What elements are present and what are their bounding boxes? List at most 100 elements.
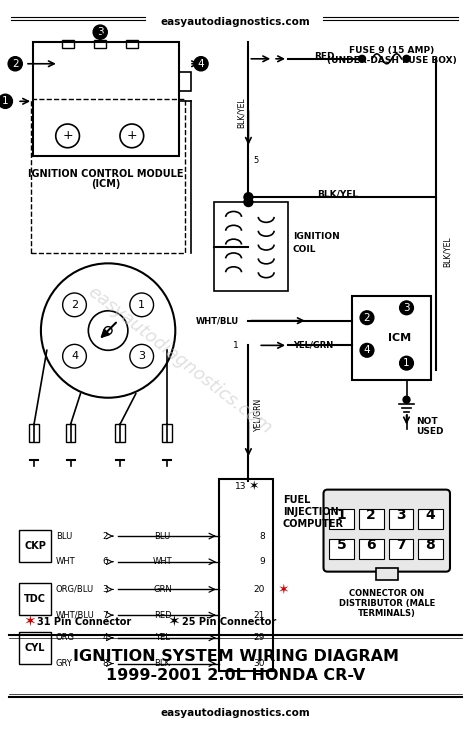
Bar: [352, 296, 431, 380]
Text: 8: 8: [425, 538, 435, 552]
Bar: [359, 509, 384, 529]
Bar: [389, 509, 413, 529]
Bar: [389, 539, 413, 559]
Text: 7: 7: [102, 611, 108, 620]
Text: WHT/BLU: WHT/BLU: [195, 316, 238, 325]
Text: 1: 1: [233, 341, 238, 350]
Bar: [29, 424, 39, 442]
Text: YEL/GRN: YEL/GRN: [254, 398, 262, 431]
Bar: [33, 42, 179, 155]
Text: 4: 4: [71, 351, 78, 361]
Text: ORG: ORG: [56, 633, 75, 642]
Text: 2: 2: [102, 532, 108, 541]
Text: BLU: BLU: [56, 532, 72, 541]
Text: 2: 2: [12, 59, 18, 69]
Text: 31 Pin Connector: 31 Pin Connector: [37, 617, 131, 627]
Circle shape: [244, 193, 253, 201]
Text: 5: 5: [254, 156, 259, 165]
Bar: [329, 509, 354, 529]
Text: TDC: TDC: [24, 594, 46, 605]
Text: RED: RED: [154, 611, 171, 620]
Text: easyautodiagnostics.com: easyautodiagnostics.com: [161, 708, 310, 718]
Text: 30: 30: [254, 659, 265, 668]
Text: 5: 5: [337, 538, 346, 552]
Text: 2: 2: [364, 312, 370, 323]
Text: IGNITION: IGNITION: [293, 232, 340, 241]
Bar: [19, 584, 51, 615]
Text: 6: 6: [102, 557, 108, 566]
FancyBboxPatch shape: [324, 490, 450, 572]
Text: BLK/YEL: BLK/YEL: [443, 236, 452, 267]
Text: TERMINALS): TERMINALS): [358, 609, 416, 618]
Text: ICM: ICM: [388, 333, 411, 343]
Text: BLK: BLK: [155, 659, 171, 668]
Bar: [19, 632, 51, 664]
Text: +: +: [62, 129, 73, 143]
Bar: [376, 568, 398, 580]
Text: easyautodiagnostics.com: easyautodiagnostics.com: [161, 17, 310, 27]
Text: 25 Pin Connector: 25 Pin Connector: [182, 617, 276, 627]
Bar: [62, 40, 73, 48]
Text: FUEL: FUEL: [283, 496, 310, 505]
Text: 20: 20: [254, 585, 265, 594]
Text: FUSE 9 (15 AMP): FUSE 9 (15 AMP): [349, 46, 434, 55]
Text: 4: 4: [198, 59, 204, 69]
Bar: [179, 71, 191, 92]
Circle shape: [104, 327, 112, 334]
Text: RED: RED: [314, 52, 335, 61]
Bar: [219, 478, 273, 671]
Circle shape: [403, 56, 410, 62]
Text: easyautodiagnostics.com: easyautodiagnostics.com: [84, 283, 275, 438]
Text: ✶: ✶: [278, 583, 290, 596]
Bar: [419, 509, 443, 529]
Text: 6: 6: [366, 538, 376, 552]
Text: 3: 3: [138, 351, 145, 361]
Text: 1999-2001 2.0L HONDA CR-V: 1999-2001 2.0L HONDA CR-V: [106, 668, 365, 683]
Text: 8: 8: [102, 659, 108, 668]
Text: ✶: ✶: [23, 614, 36, 629]
Text: CYL: CYL: [25, 643, 45, 653]
Text: BLU: BLU: [155, 532, 171, 541]
Text: 7: 7: [396, 538, 405, 552]
Text: 29: 29: [254, 633, 265, 642]
Text: 3: 3: [97, 27, 103, 37]
Text: 1: 1: [138, 300, 145, 310]
Text: ✶: ✶: [248, 480, 259, 493]
Bar: [19, 530, 51, 562]
Bar: [163, 424, 173, 442]
Text: 3: 3: [403, 303, 410, 313]
Text: 2: 2: [366, 508, 376, 522]
Text: COMPUTER: COMPUTER: [283, 519, 344, 529]
Text: 13: 13: [235, 482, 247, 491]
Text: WHT: WHT: [153, 557, 172, 566]
Text: COIL: COIL: [293, 245, 316, 254]
Text: BLK/YEL: BLK/YEL: [317, 189, 358, 198]
Text: +: +: [127, 129, 137, 143]
Text: WHT/BLU: WHT/BLU: [56, 611, 94, 620]
Text: ORG/BLU: ORG/BLU: [56, 585, 94, 594]
Text: (UNDER-DASH FUSE BOX): (UNDER-DASH FUSE BOX): [327, 56, 456, 65]
Text: 4: 4: [102, 633, 108, 642]
Text: ✶: ✶: [167, 614, 180, 629]
Text: YEL/GRN: YEL/GRN: [293, 340, 333, 349]
Bar: [94, 40, 106, 48]
Bar: [419, 539, 443, 559]
Text: IGNITION CONTROL MODULE: IGNITION CONTROL MODULE: [28, 170, 184, 179]
Text: 4: 4: [425, 508, 435, 522]
Text: GRN: GRN: [153, 585, 172, 594]
Bar: [115, 424, 125, 442]
Text: 2: 2: [71, 300, 78, 310]
Text: 21: 21: [254, 611, 265, 620]
Text: 1: 1: [403, 358, 410, 368]
Text: NOT: NOT: [416, 417, 438, 426]
Text: 4: 4: [364, 345, 370, 355]
Text: GRY: GRY: [56, 659, 73, 668]
Bar: [329, 539, 354, 559]
Text: 8: 8: [259, 532, 265, 541]
Text: WHT: WHT: [56, 557, 75, 566]
Text: INJECTION: INJECTION: [283, 508, 338, 517]
Text: 3: 3: [102, 585, 108, 594]
Text: 3: 3: [396, 508, 405, 522]
Bar: [31, 99, 185, 254]
Circle shape: [244, 198, 253, 207]
